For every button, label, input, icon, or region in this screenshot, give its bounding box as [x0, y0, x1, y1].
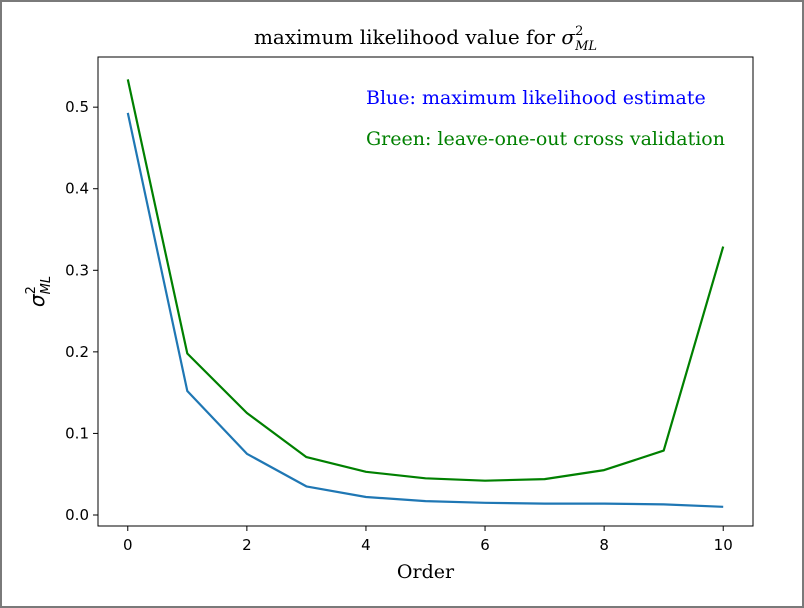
y-tick-label: 0.3 — [65, 261, 89, 279]
y-axis-label: σ2ML — [24, 276, 54, 307]
y-tick-label: 0.4 — [65, 180, 89, 198]
ylabel-superscript: 2 — [24, 286, 39, 294]
y-tick-label: 0.1 — [65, 424, 89, 442]
x-tick-label: 0 — [123, 536, 133, 554]
y-tick-label: 0.2 — [65, 343, 89, 361]
annotation-blue: Blue: maximum likelihood estimate — [366, 87, 706, 109]
y-tick-label: 0.5 — [65, 98, 89, 116]
svg-text:σ2ML: σ2ML — [24, 276, 54, 307]
annotation-green: Green: leave-one-out cross validation — [366, 128, 725, 150]
title-text: maximum likelihood value for — [254, 25, 561, 49]
series-line-1 — [126, 79, 725, 482]
x-tick-label: 8 — [599, 536, 609, 554]
y-tick-label: 0.0 — [65, 506, 89, 524]
ylabel-subscript: ML — [39, 276, 54, 294]
ylabel-sigma: σ — [25, 293, 49, 307]
title-superscript: 2 — [575, 24, 583, 39]
axis-ticks: 0 2 4 6 8 10 0.0 0.1 0.2 0.3 0.4 0.5 — [65, 98, 733, 554]
x-axis-label: Order — [397, 561, 455, 583]
x-tick-label: 10 — [714, 536, 733, 554]
chart-title: maximum likelihood value for σ2 ML — [254, 24, 597, 54]
series-layer — [126, 79, 725, 508]
series-line-0 — [126, 112, 724, 508]
title-subscript: ML — [574, 39, 597, 54]
x-tick-label: 6 — [480, 536, 490, 554]
title-sigma: σ — [561, 25, 576, 49]
x-tick-label: 4 — [361, 536, 371, 554]
plot-area — [97, 56, 754, 527]
x-tick-label: 2 — [242, 536, 252, 554]
